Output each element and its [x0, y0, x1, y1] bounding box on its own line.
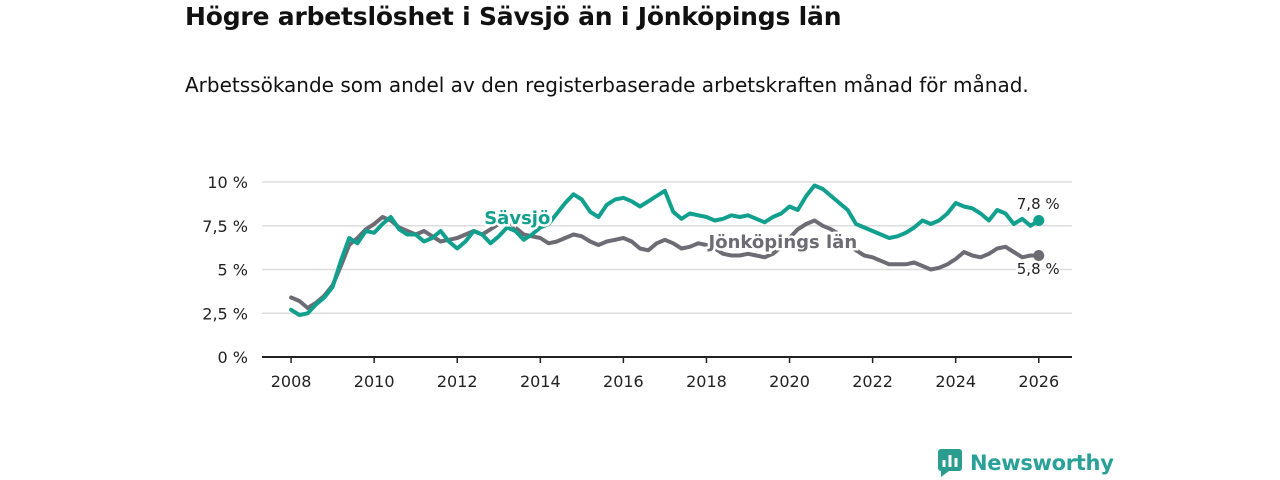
- x-tick-label: 2018: [686, 372, 727, 391]
- y-tick-label: 10 %: [207, 173, 248, 192]
- brand-name: Newsworthy: [970, 451, 1114, 475]
- series-label-savsjo: Sävsjö: [484, 208, 550, 229]
- end-marker-jonkopings-lan: [1033, 250, 1045, 261]
- x-tick-label: 2010: [354, 372, 395, 391]
- chart-subtitle: Arbetssökande som andel av den registerb…: [185, 73, 1029, 97]
- x-tick-label: 2016: [603, 372, 644, 391]
- x-tick-label: 2026: [1018, 372, 1059, 391]
- x-tick-label: 2014: [520, 372, 561, 391]
- series-layer: [289, 183, 1045, 317]
- x-tick-label: 2020: [769, 372, 810, 391]
- axis-layer: 0 % 2,5 % 5 % 7,5 % 10 % 2008 2010 2012 2014 2016…: [202, 173, 1072, 391]
- end-marker-savsjo: [1033, 215, 1045, 226]
- x-tick-label: 2008: [271, 372, 312, 391]
- newsworthy-logo: Newsworthy: [938, 449, 1114, 477]
- x-tick-label: 2022: [852, 372, 893, 391]
- line-chart: 0 % 2,5 % 5 % 7,5 % 10 % 2008 2010 2012 2014 2016…: [202, 173, 1072, 391]
- series-label-jonkopings-lan: Jönköpings län: [707, 232, 858, 253]
- y-tick-label: 7,5 %: [202, 217, 248, 236]
- y-tick-label: 2,5 %: [202, 304, 248, 323]
- chart-title: Högre arbetslöshet i Sävsjö än i Jönköpi…: [185, 2, 842, 31]
- end-label-savsjo: 7,8 %: [1017, 195, 1060, 213]
- label-layer: Sävsjö Jönköpings län 7,8 % 5,8 %: [482, 193, 1062, 280]
- y-tick-label: 0 %: [218, 348, 248, 367]
- grid-layer: [262, 181, 1072, 314]
- y-tick-label: 5 %: [218, 261, 248, 280]
- x-tick-label: 2024: [935, 372, 976, 391]
- x-tick-label: 2012: [437, 372, 478, 391]
- series-line-savsjo: [289, 183, 1041, 317]
- end-label-jonkopings-lan: 5,8 %: [1017, 260, 1060, 278]
- newsworthy-logo-icon: [938, 449, 962, 477]
